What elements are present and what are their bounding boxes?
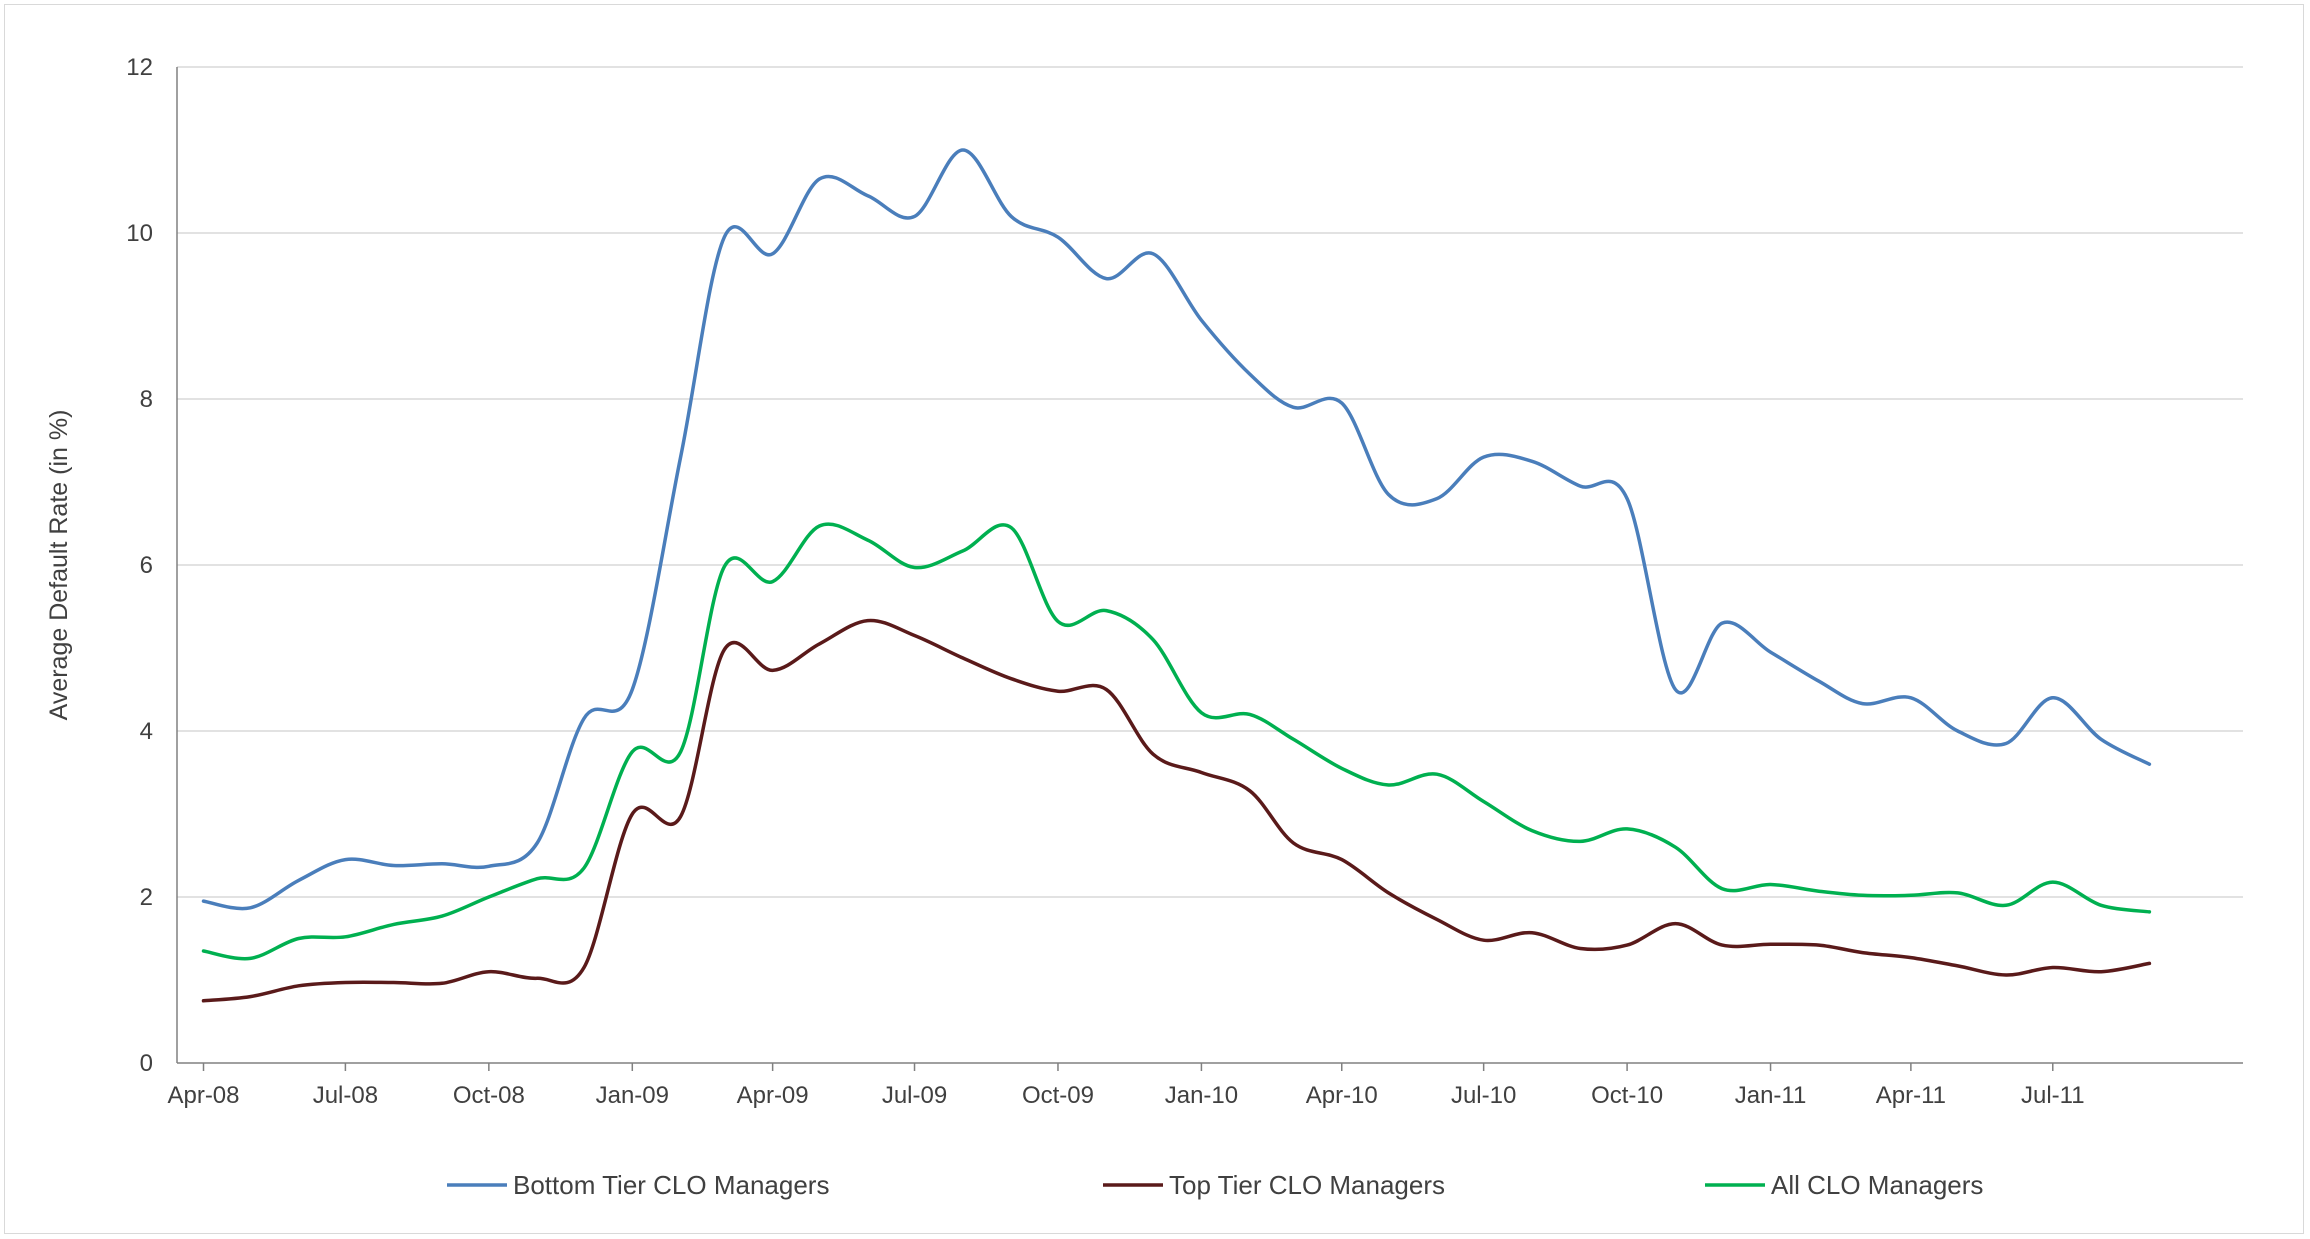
legend-label-2: All CLO Managers xyxy=(1771,1170,1983,1200)
legend: Bottom Tier CLO Managers Top Tier CLO Man… xyxy=(447,1170,1983,1200)
y-tick-label: 6 xyxy=(140,552,153,579)
y-tick-labels: 0 2 4 6 8 10 12 xyxy=(126,54,153,1077)
y-axis-title: Average Default Rate (in %) xyxy=(45,410,73,721)
x-tick-label: Jul-09 xyxy=(882,1082,947,1109)
x-tick-label: Jan-10 xyxy=(1165,1082,1238,1109)
y-tick-label: 0 xyxy=(140,1050,153,1077)
y-tick-label: 2 xyxy=(140,884,153,911)
x-tick-label: Apr-10 xyxy=(1306,1082,1378,1109)
x-tick-label: Oct-10 xyxy=(1591,1082,1663,1109)
series-line-1 xyxy=(201,618,2152,1003)
series-line-0 xyxy=(201,148,2152,911)
legend-label-1: Top Tier CLO Managers xyxy=(1169,1170,1445,1200)
series-lines xyxy=(201,148,2152,1003)
series-line-2 xyxy=(201,522,2152,961)
chart-frame: 0 2 4 6 8 10 12 Apr-08 Jul-08 Oct-08 Jan-09 Apr-09… xyxy=(4,4,2304,1234)
y-tick-label: 12 xyxy=(126,54,153,81)
axes xyxy=(176,67,2243,1064)
y-tick-label: 4 xyxy=(140,718,153,745)
x-tick-label: Jan-11 xyxy=(1735,1082,1807,1109)
legend-label-0: Bottom Tier CLO Managers xyxy=(513,1170,829,1200)
line-chart: 0 2 4 6 8 10 12 Apr-08 Jul-08 Oct-08 Jan-09 Apr-09… xyxy=(45,54,2243,1200)
x-tick-label: Jul-10 xyxy=(1451,1082,1516,1109)
x-tick-label: Apr-08 xyxy=(167,1082,239,1109)
x-tick-label: Jan-09 xyxy=(596,1082,669,1109)
y-tick-label: 8 xyxy=(140,386,153,413)
y-tick-label: 10 xyxy=(126,220,153,247)
x-tick-label: Apr-09 xyxy=(737,1082,809,1109)
x-tick-label: Oct-09 xyxy=(1022,1082,1094,1109)
x-tick-label: Jul-08 xyxy=(313,1082,378,1109)
gridlines xyxy=(177,66,2243,898)
x-tick-label: Oct-08 xyxy=(453,1082,525,1109)
x-tick-labels: Apr-08 Jul-08 Oct-08 Jan-09 Apr-09 Jul-09 Oct-… xyxy=(167,1063,2085,1109)
x-tick-label: Jul-11 xyxy=(2021,1082,2085,1109)
x-tick-label: Apr-11 xyxy=(1876,1082,1946,1109)
